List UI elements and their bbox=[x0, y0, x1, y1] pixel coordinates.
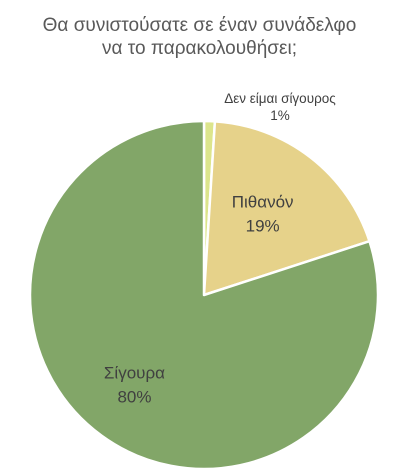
slice-label-0: Δεν είμαι σίγουρος bbox=[224, 91, 336, 106]
slice-value-label-1: 19% bbox=[246, 216, 280, 235]
slice-label-1: Πιθανόν bbox=[232, 192, 294, 211]
pie-slice-2 bbox=[28, 119, 380, 468]
slice-value-label-2: 80% bbox=[117, 388, 151, 407]
slice-value-label-0: 1% bbox=[270, 108, 290, 123]
slice-label-2: Σίγουρα bbox=[104, 364, 165, 383]
chart-title-line-1: Θα συνιστούσατε σε έναν συνάδελφο bbox=[42, 15, 357, 36]
pie-slice-1 bbox=[202, 120, 371, 297]
chart-title-line-2: να το παρακολουθήσει; bbox=[102, 38, 297, 59]
chart-title: Θα συνιστούσατε σε έναν συνάδελφο να το … bbox=[0, 14, 399, 60]
